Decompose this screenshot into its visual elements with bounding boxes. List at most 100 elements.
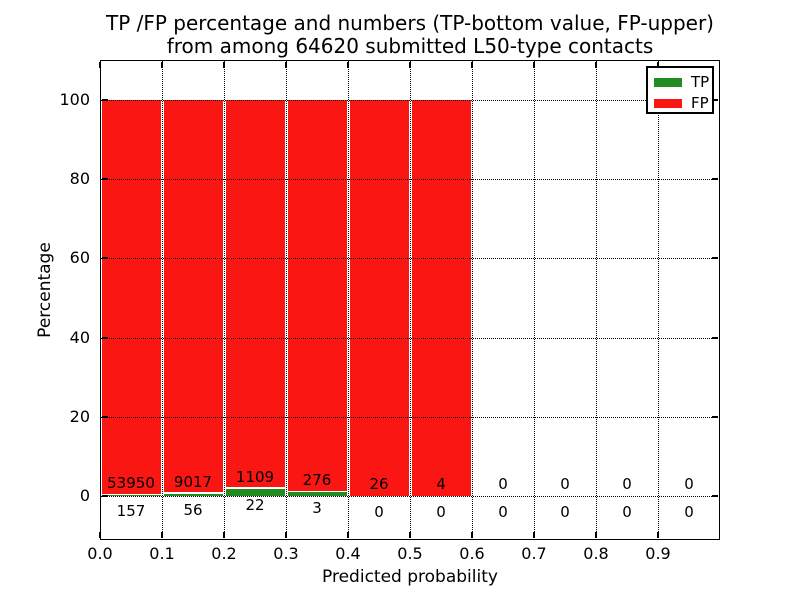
tp-count-label: 0 [684,503,694,522]
x-tick-top [409,62,411,68]
chart-title-line1: TP /FP percentage and numbers (TP-bottom… [106,11,714,35]
fp-count-label: 0 [684,475,694,494]
tp-count-label: 0 [374,503,384,522]
tp-count-label: 22 [245,495,265,514]
x-tick-bottom [533,532,535,538]
y-tick-left [102,336,108,339]
gridline-x [658,60,659,540]
x-tick-label: 0.0 [87,544,113,563]
tp-count-label: 0 [498,503,508,522]
bar-tp [287,492,347,497]
y-tick-label: 40 [69,327,90,347]
gridline-x [224,60,225,540]
legend-label-fp: FP [691,94,709,112]
y-tick-label: 80 [69,169,90,188]
fp-count-label: 276 [302,471,332,490]
gridline-x [348,60,349,540]
bar-tp [101,495,161,497]
y-tick-left [102,178,108,180]
x-tick-label: 0.6 [459,544,485,563]
tp-count-label: 56 [183,500,203,519]
x-tick-top [161,62,163,68]
x-tick-top [533,62,535,68]
x-tick-top [223,62,225,68]
tp-count-label: 0 [436,503,446,522]
fp-count-label: 0 [622,475,632,494]
bar-tp [225,488,285,497]
bar-fp [349,99,409,497]
bar-fp [287,99,347,491]
x-tick-bottom [99,532,101,538]
x-tick-label: 0.4 [335,544,361,563]
x-tick-label: 0.3 [273,544,299,563]
plot-border [100,60,720,540]
fp-count-label: 0 [498,475,508,494]
x-tick-bottom [595,532,597,538]
y-tick-left [102,495,108,498]
x-tick-top [285,62,287,68]
legend-entry-tp: TP [648,72,712,92]
legend-swatch-fp [654,98,682,108]
fp-count-label: 0 [560,475,570,494]
y-tick-label: 60 [69,248,90,268]
tp-count-label: 0 [560,503,570,522]
fp-count-label: 26 [369,475,389,494]
x-tick-bottom [471,532,473,538]
x-tick-top [99,62,101,68]
gridline-x [534,60,535,540]
y-tick-right [712,495,718,498]
x-tick-label: 0.5 [397,544,423,563]
y-tick-right [712,257,718,260]
legend: TP FP [646,66,714,114]
fp-count-label: 9017 [173,472,213,491]
x-tick-label: 0.1 [149,544,175,563]
y-tick-left [102,416,108,419]
chart-title: TP /FP percentage and numbers (TP-bottom… [100,12,720,58]
y-tick-right [712,336,718,339]
x-tick-bottom [347,532,349,538]
x-tick-label: 0.7 [521,544,547,563]
tp-count-label: 157 [116,502,146,521]
y-tick-left [102,98,108,101]
bar-fp [225,99,285,488]
chart-title-line2: from among 64620 submitted L50-type cont… [166,34,654,58]
x-tick-bottom [409,532,411,538]
y-tick-right [712,178,718,180]
y-tick-left [102,257,108,260]
x-tick-label: 0.2 [211,544,237,563]
x-tick-top [347,62,349,68]
y-axis-label: Percentage [35,242,55,338]
legend-entry-fp: FP [648,93,712,113]
fp-count-label: 1109 [235,467,275,486]
gridline-x [410,60,411,540]
fp-count-label: 4 [436,475,446,494]
x-tick-bottom [223,532,225,538]
y-tick-right [712,416,718,419]
fp-count-label: 53950 [107,474,155,493]
y-tick-label: 20 [69,407,90,427]
x-tick-bottom [161,532,163,538]
bar-fp [101,99,161,494]
x-axis-label: Predicted probability [322,567,498,587]
legend-label-tp: TP [691,73,710,91]
y-tick-right [712,98,718,101]
gridline-x [596,60,597,540]
x-tick-bottom [285,532,287,538]
x-tick-top [595,62,597,68]
legend-swatch-tp [654,77,682,87]
x-tick-top [471,62,473,68]
tp-count-label: 3 [312,499,322,518]
y-tick-label: 0 [79,486,90,506]
bar-fp [411,99,471,497]
x-tick-label: 0.9 [645,544,671,563]
x-tick-label: 0.8 [583,544,609,563]
y-tick-label: 100 [59,89,90,109]
gridline-x [162,60,163,540]
tp-count-label: 0 [622,503,632,522]
gridline-x [286,60,287,540]
bar-tp [163,493,223,497]
x-tick-top [657,62,659,68]
gridline-x [472,60,473,540]
bar-fp [163,99,223,493]
